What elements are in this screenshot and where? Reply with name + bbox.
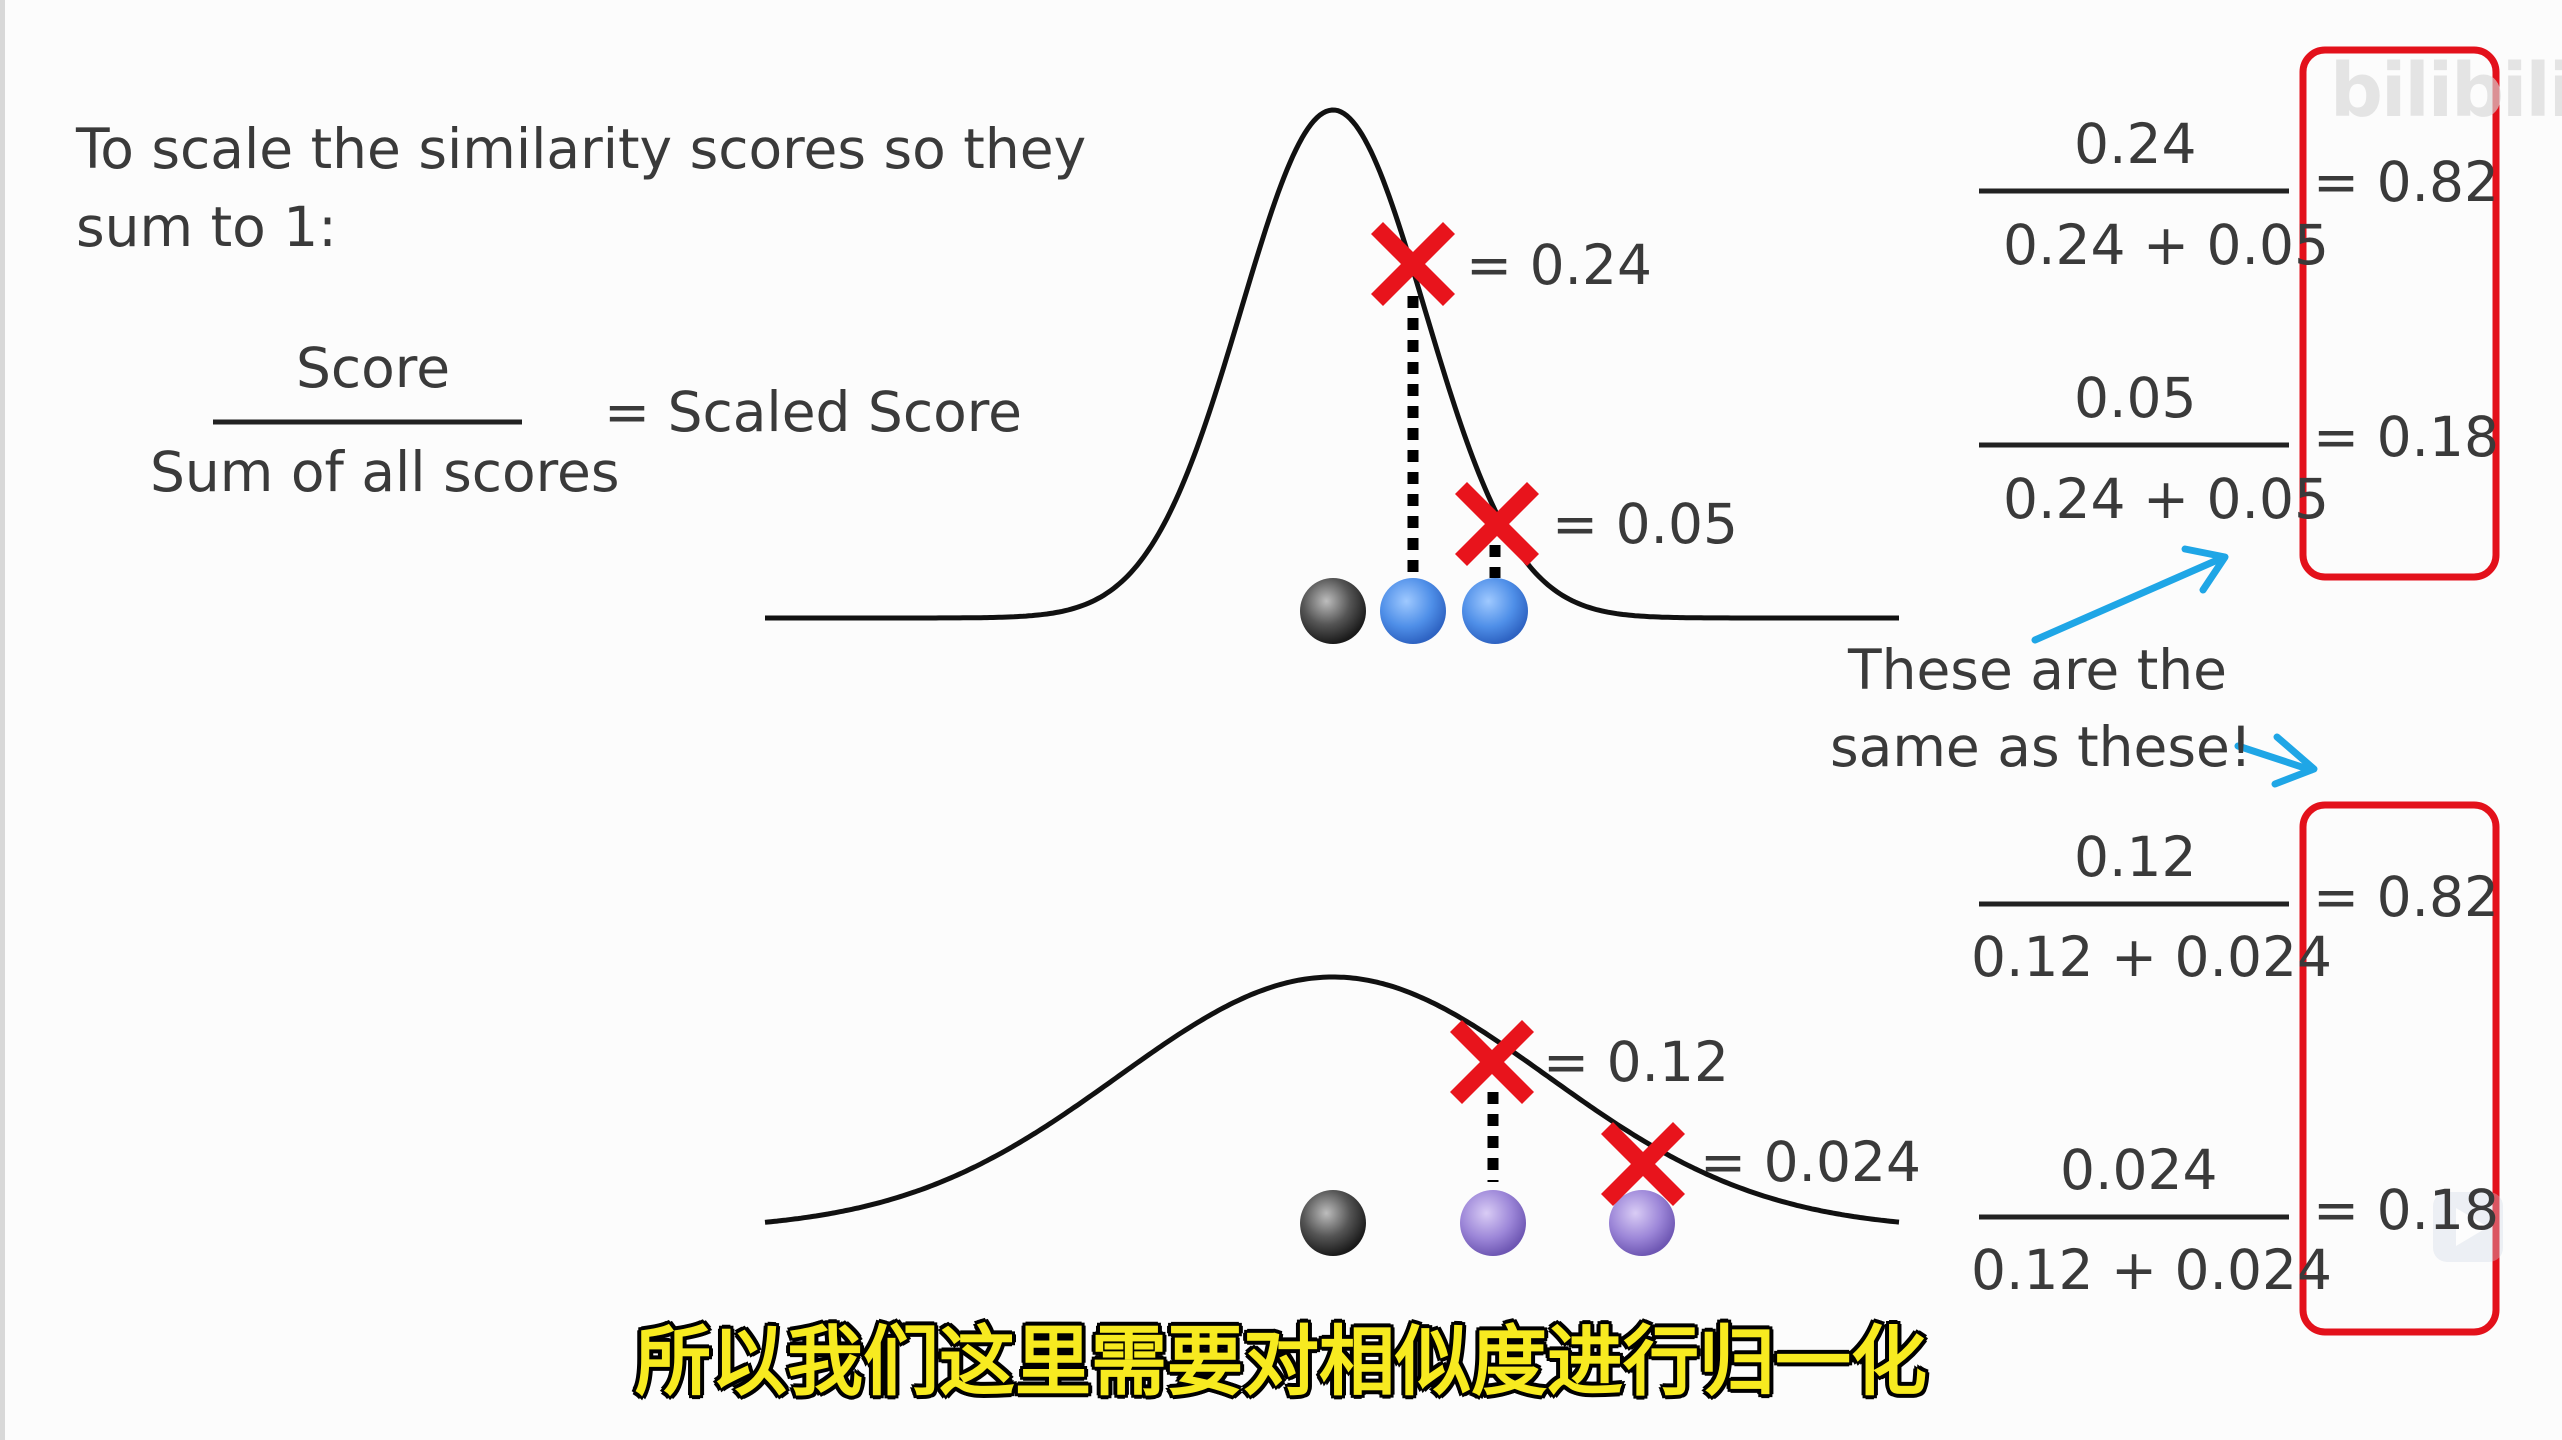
- bottom-purple-point-1: [1460, 1190, 1526, 1256]
- note-line-1: These are the: [1848, 638, 2227, 702]
- rb-f2-result: = 0.18: [2313, 1178, 2500, 1242]
- formula-numerator: Score: [296, 336, 451, 400]
- formula-denominator: Sum of all scores: [150, 440, 620, 504]
- top-point2-label: = 0.05: [1552, 492, 1739, 556]
- rb-f1-numerator: 0.12: [2074, 825, 2197, 889]
- intro-line-1: To scale the similarity scores so they: [76, 117, 1087, 181]
- top-gaussian-curve: [765, 107, 1899, 621]
- rb-f1-result: = 0.82: [2313, 865, 2500, 929]
- bottom-point2-label: = 0.024: [1700, 1130, 1922, 1194]
- rt-f2-result: = 0.18: [2313, 405, 2500, 469]
- slide-left-edge: [0, 0, 5, 1440]
- note-line-2: same as these!: [1830, 715, 2252, 779]
- top-point1-label: = 0.24: [1466, 233, 1653, 297]
- bottom-point1-label: = 0.12: [1543, 1030, 1730, 1094]
- bottom-red-x-1: [1449, 1019, 1535, 1105]
- formula-result: = Scaled Score: [604, 380, 1022, 444]
- bottom-gaussian-curve: [764, 974, 1900, 1225]
- intro-text: To scale the similarity scores so they s…: [76, 110, 1086, 266]
- arrow-right-icon: [2234, 733, 2318, 788]
- video-subtitle: 所以我们这里需要对相似度进行归一化: [635, 1317, 1927, 1406]
- rt-f2-numerator: 0.05: [2074, 366, 2197, 430]
- top-red-x-1: [1370, 221, 1456, 307]
- top-blue-point-2: [1462, 578, 1528, 644]
- rt-f2-denominator: 0.24 + 0.05: [2003, 467, 2329, 531]
- top-result-box: [2299, 46, 2500, 581]
- bottom-purple-point-2: [1609, 1190, 1675, 1256]
- rb-f1-denominator: 0.12 + 0.024: [1971, 925, 2332, 989]
- rt-f1-denominator: 0.24 + 0.05: [2003, 213, 2329, 277]
- intro-line-2: sum to 1:: [76, 195, 337, 259]
- bottom-gray-point: [1300, 1190, 1366, 1256]
- bilibili-watermark-logo: bilibili: [2330, 48, 2562, 134]
- rt-f1-result: = 0.82: [2313, 150, 2500, 214]
- rt-f1-numerator: 0.24: [2074, 112, 2197, 176]
- top-blue-point-1: [1380, 578, 1446, 644]
- top-red-x-2: [1454, 481, 1540, 567]
- top-gray-point: [1300, 578, 1366, 644]
- bottom-red-x-2: [1600, 1121, 1686, 1207]
- play-watermark-icon: [2433, 1192, 2503, 1262]
- rb-f2-denominator: 0.12 + 0.024: [1971, 1238, 2332, 1302]
- bottom-result-box: [2299, 801, 2500, 1336]
- rb-f2-numerator: 0.024: [2060, 1138, 2218, 1202]
- arrow-up-right-icon: [2031, 545, 2229, 644]
